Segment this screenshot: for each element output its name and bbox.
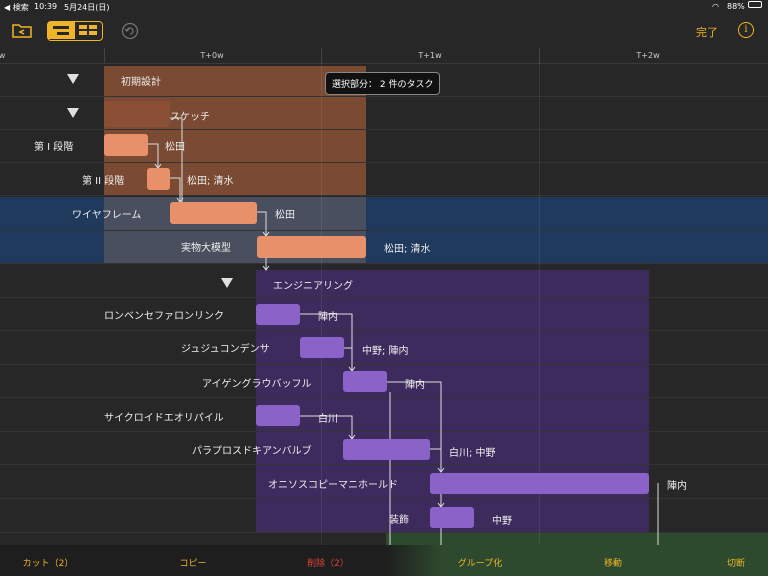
task-bar[interactable]: [104, 101, 170, 127]
task-bar[interactable]: [343, 371, 387, 392]
task-label: オニソスコピーマニホールド: [268, 480, 398, 491]
cut-button[interactable]: カット（2）: [22, 559, 74, 569]
task-bar[interactable]: [256, 405, 300, 426]
info-button[interactable]: i: [738, 22, 754, 38]
task-resource: 中野; 陣内: [362, 346, 409, 357]
timeline-label: w: [0, 51, 6, 60]
battery-percent: 88%: [727, 2, 745, 11]
task-label: アイゲングラウバッフル: [202, 379, 312, 390]
task-bar[interactable]: [147, 168, 170, 190]
folder-back-icon[interactable]: [12, 22, 32, 38]
task-resource: 陣内: [318, 312, 338, 323]
view-mode-segmented[interactable]: [47, 21, 103, 41]
task-bar[interactable]: [104, 134, 148, 156]
task-resource: 白川: [318, 414, 338, 425]
task-bar[interactable]: [300, 337, 344, 358]
copy-button[interactable]: コピー: [179, 559, 207, 569]
task-bar[interactable]: [257, 236, 366, 258]
split-button[interactable]: 切断: [726, 559, 746, 569]
status-time: 10:39: [34, 2, 58, 11]
task-bar[interactable]: [256, 304, 300, 325]
done-button[interactable]: 完了: [696, 26, 718, 39]
timeline-header: w T+0w T+1w T+2w: [0, 48, 768, 64]
wifi-icon: ◠: [712, 2, 719, 11]
timeline-label: T+2w: [636, 51, 660, 60]
task-label: スケッチ: [170, 112, 210, 123]
task-resource: 白川; 中野: [449, 448, 496, 459]
task-resource: 松田; 清水: [187, 176, 234, 187]
task-label: 第 I 段階: [34, 142, 74, 153]
task-label: パラプロスドキアンバルブ: [192, 446, 312, 457]
task-label: 装飾: [389, 515, 409, 526]
collapse-triangle-icon[interactable]: [221, 278, 233, 288]
gantt-view-icon[interactable]: [79, 25, 97, 35]
task-resource: 陣内: [405, 380, 425, 391]
status-date: 5月24日(日): [64, 3, 110, 12]
task-label: エンジニアリング: [273, 281, 353, 292]
collapse-triangle-icon[interactable]: [67, 108, 79, 118]
task-resource: 松田; 清水: [384, 244, 431, 255]
task-label: 実物大模型: [181, 243, 231, 254]
edit-action-bar: カット（2） コピー 削除（2） グループ化 移動 切断: [0, 545, 768, 576]
task-label: 第 II 段階: [82, 176, 125, 187]
eng-bottom-block: [386, 533, 768, 545]
task-bar[interactable]: [430, 473, 649, 494]
timeline-label: T+0w: [200, 51, 224, 60]
task-label: ジュジュコンデンサ: [181, 344, 270, 355]
selection-tooltip: 選択部分： 2 件のタスク: [325, 72, 441, 95]
task-bar[interactable]: [343, 439, 430, 460]
task-label: ロンベンセファロンリンク: [104, 311, 224, 322]
delete-button[interactable]: 削除（2）: [307, 559, 349, 569]
task-resource: 陣内: [667, 481, 687, 492]
task-label: 初期設計: [121, 77, 161, 88]
timeline-label: T+1w: [418, 51, 442, 60]
task-label: ワイヤフレーム: [72, 210, 142, 221]
move-button[interactable]: 移動: [603, 559, 623, 569]
task-bar[interactable]: [170, 202, 257, 224]
task-label: サイクロイドエオリパイル: [104, 413, 224, 424]
status-bar: ◀ 検索 10:39 5月24日(日) ◠ 88%: [0, 0, 768, 14]
task-resource: 松田: [275, 210, 295, 221]
undo-icon[interactable]: [121, 22, 139, 40]
toolbar: 完了 i: [0, 14, 768, 48]
battery-icon: [748, 1, 762, 8]
back-to-search[interactable]: ◀ 検索: [4, 3, 29, 12]
outline-view-icon[interactable]: [48, 22, 75, 39]
task-resource: 中野: [492, 516, 512, 527]
collapse-triangle-icon[interactable]: [67, 74, 79, 84]
group-button[interactable]: グループ化: [457, 559, 503, 569]
task-bar[interactable]: [430, 507, 474, 528]
task-resource: 松田: [165, 142, 185, 153]
